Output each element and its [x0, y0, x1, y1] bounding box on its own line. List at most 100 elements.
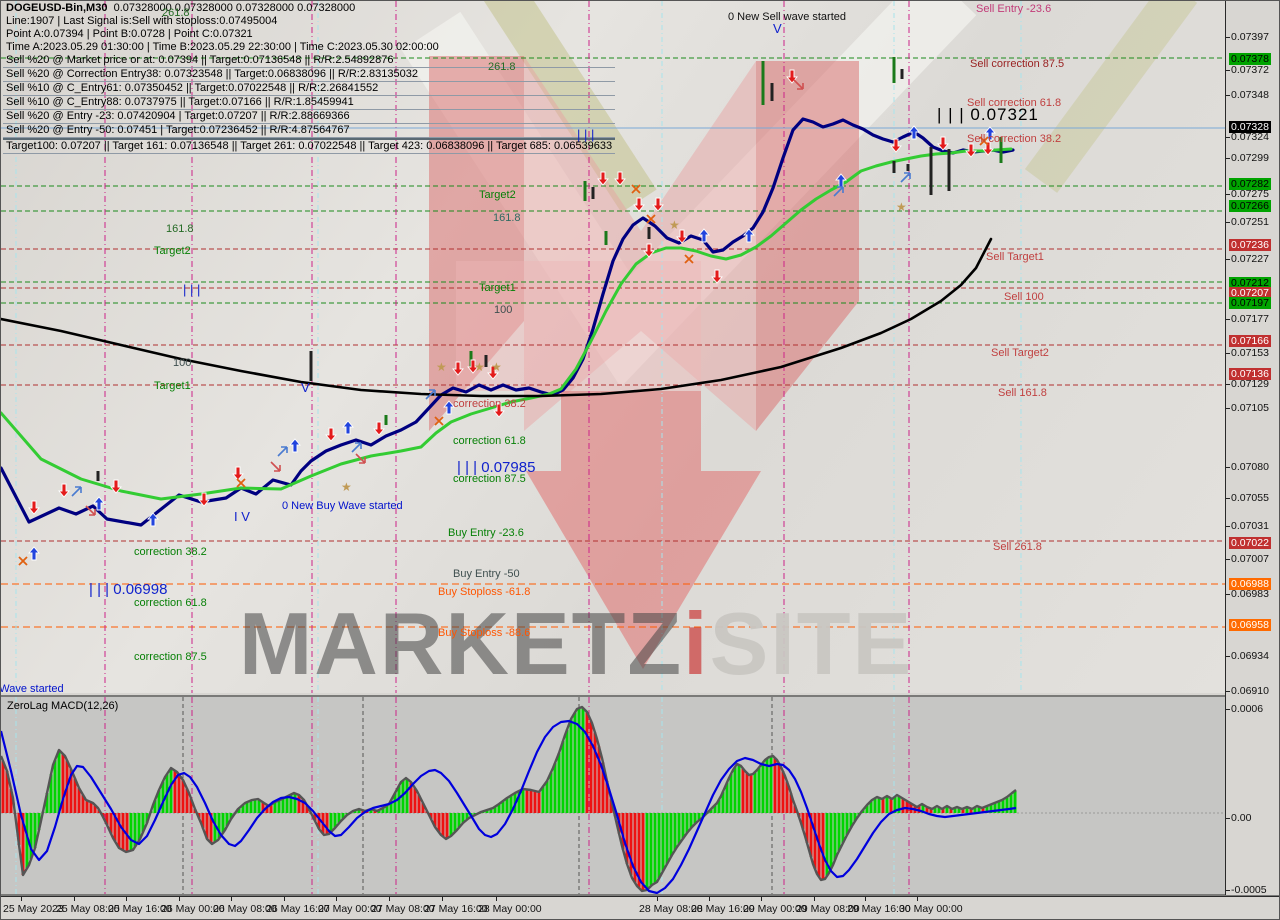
macd-bar [313, 813, 317, 821]
price-axis-label: 0.07105 [1231, 402, 1269, 414]
price-level-badge-orange: 0.06988 [1229, 578, 1271, 590]
macd-bar [117, 813, 121, 848]
sell-arrow-icon [614, 171, 626, 186]
time-tick [231, 897, 232, 901]
macd-bar [793, 805, 797, 813]
macd-bar [301, 799, 305, 813]
price-axis[interactable]: 0.07397 0.07378 0.07372 0.07348 0.07328 0.073… [1225, 1, 1279, 896]
up-trend-arrow-icon [351, 442, 362, 453]
candle-bar [761, 61, 765, 105]
macd-bar [657, 813, 661, 879]
macd-bar [257, 799, 261, 813]
macd-bar [137, 813, 141, 841]
macd-bar [393, 793, 397, 813]
time-tick [126, 897, 127, 901]
price-tick [1226, 353, 1230, 354]
price-tick [1226, 194, 1230, 195]
macd-bar [457, 813, 461, 828]
macd-indicator-panel[interactable]: ZeroLag MACD(12,26) [1, 695, 1225, 896]
macd-bar [69, 769, 73, 813]
price-tick [1226, 656, 1230, 657]
price-axis-label: 0.07282 [1229, 178, 1271, 190]
macd-bar [929, 808, 933, 813]
macd-bar [737, 765, 741, 813]
candle-bar [309, 351, 313, 381]
sell-arrow-icon [110, 479, 122, 494]
price-axis-label: 0.06910 [1231, 685, 1269, 697]
macd-bar [153, 800, 157, 813]
macd-bar [253, 799, 257, 813]
watermark-logo-text: MARKETZiSITE [239, 599, 913, 689]
macd-bar [173, 770, 177, 813]
macd-bar [589, 720, 593, 813]
time-tick [21, 897, 22, 901]
time-tick [74, 897, 75, 901]
macd-bar [417, 795, 421, 813]
macd-bar [581, 708, 585, 813]
macd-bar [129, 813, 133, 851]
macd-bar [645, 813, 649, 890]
x-mark-icon [434, 416, 444, 426]
candle-bar [770, 83, 774, 101]
sell-arrow-icon [58, 483, 70, 498]
candle-bar [583, 181, 587, 201]
macd-bar [893, 796, 897, 813]
price-chart-canvas[interactable]: ★ ★ ★ ★ ★ ★ [1, 1, 1225, 693]
macd-bar [709, 809, 713, 813]
buy-arrow-icon [908, 125, 920, 140]
macd-bar [665, 813, 669, 864]
time-axis-label: 28 May 08:00 [639, 903, 703, 915]
time-axis[interactable]: 25 May 2023 25 May 08:00 25 May 16:00 26 Ma… [1, 896, 1279, 919]
macd-bar [381, 808, 385, 813]
macd-bar [517, 791, 521, 813]
price-tick [1226, 526, 1230, 527]
macd-canvas[interactable] [1, 697, 1225, 896]
macd-bar [749, 774, 753, 813]
time-tick [179, 897, 180, 901]
price-axis-label: 0.07177 [1231, 313, 1269, 325]
macd-bar [185, 788, 189, 813]
macd-bar [869, 801, 873, 813]
price-chart-panel[interactable]: MARKETZiSITE ★ ★ ★ ★ ★ ★ 261.8 0 New Sell wave… [1, 1, 1225, 693]
info-row: Point A:0.07394 | Point B:0.0728 | Point… [6, 28, 253, 40]
macd-bar [453, 813, 457, 832]
macd-tick [1226, 890, 1230, 891]
macd-bar [141, 813, 145, 833]
signal-info-block: DOGEUSD-Bin,M30 0.07328000 0.07328000 0.… [3, 2, 616, 154]
macd-bar [433, 813, 437, 827]
macd-bar [145, 813, 149, 823]
macd-bar [753, 772, 757, 813]
macd-bar [357, 809, 361, 813]
macd-bar [593, 732, 597, 813]
star-icon: ★ [474, 360, 485, 374]
time-axis-label: 26 May 08:00 [213, 903, 277, 915]
price-axis-label: 0.07080 [1231, 461, 1269, 473]
macd-bar [601, 762, 605, 813]
macd-bar [805, 813, 809, 843]
macd-bar [1001, 799, 1005, 813]
price-tick [1226, 158, 1230, 159]
macd-bar [757, 767, 761, 813]
price-axis-label: 0.07227 [1231, 253, 1269, 265]
macd-bar [733, 767, 737, 813]
price-axis-label: 0.07166 [1229, 335, 1271, 347]
macd-bar [921, 804, 925, 813]
macd-bar [877, 797, 881, 813]
macd-bar [377, 810, 381, 813]
macd-bar [945, 806, 949, 813]
macd-bar [541, 786, 545, 813]
macd-bar [693, 813, 697, 824]
symbol-ohlc-row: DOGEUSD-Bin,M30 0.07328000 0.07328000 0.… [3, 2, 615, 15]
macd-bar [585, 712, 589, 813]
macd-bar [717, 799, 721, 813]
price-level-badge-green: 0.07212 [1229, 277, 1271, 289]
sell-arrow-icon [493, 403, 505, 418]
buy-arrow-icon [28, 546, 40, 561]
time-axis-label: 27 May 16:00 [424, 903, 488, 915]
candle-bar [906, 164, 910, 171]
price-axis-label: 0.07129 [1231, 378, 1269, 390]
macd-bar [821, 813, 825, 880]
macd-bar [325, 813, 329, 835]
macd-bar [621, 813, 625, 850]
watermark-logo-shapes [401, 1, 1198, 669]
